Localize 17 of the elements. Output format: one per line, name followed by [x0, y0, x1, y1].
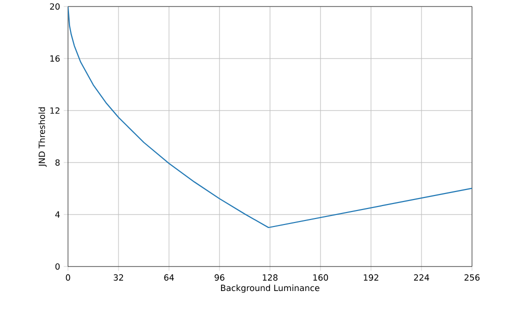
x-tick-label: 224 — [414, 274, 430, 281]
x-tick-label: 192 — [364, 274, 378, 281]
y-axis-title: JND Threshold — [38, 108, 47, 168]
y-tick-label: 0 — [55, 264, 60, 270]
y-tick-label: 16 — [50, 56, 60, 62]
x-tick-label: 96 — [214, 274, 224, 281]
y-tick-label: 4 — [55, 212, 60, 218]
x-tick-label: 32 — [114, 274, 124, 281]
y-tick-label: 20 — [50, 4, 60, 10]
x-tick-label: 64 — [164, 274, 174, 281]
x-tick-label: 160 — [313, 274, 328, 281]
y-tick-label: 8 — [55, 160, 60, 166]
x-tick-label: 256 — [464, 274, 480, 281]
y-tick-label: 12 — [50, 108, 60, 114]
x-tick-label: 128 — [262, 274, 278, 281]
x-axis-title: Background Luminance — [221, 284, 320, 293]
x-tick-label: 0 — [66, 274, 70, 281]
